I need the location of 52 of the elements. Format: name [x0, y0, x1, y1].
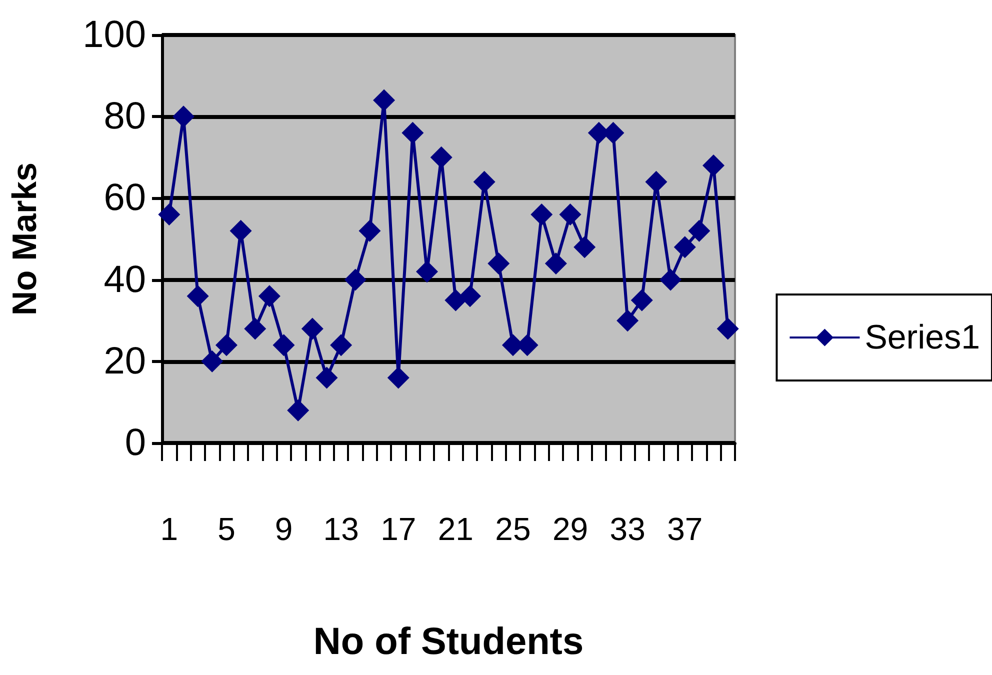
x-tick-label: 21 — [438, 511, 474, 547]
point — [258, 285, 280, 308]
point — [458, 285, 481, 308]
y-tick-label: 60 — [104, 177, 146, 220]
point — [616, 310, 639, 332]
point — [215, 334, 238, 356]
point — [244, 318, 266, 340]
y-tick-label: 20 — [104, 340, 146, 382]
point — [488, 252, 510, 274]
point — [430, 146, 452, 168]
point — [688, 220, 710, 242]
point — [574, 236, 596, 258]
x-tick-label: 1 — [160, 511, 178, 547]
point — [330, 334, 352, 356]
point — [387, 366, 410, 389]
point — [416, 260, 438, 283]
point — [660, 268, 682, 291]
x-tick-label: 37 — [667, 511, 703, 547]
x-tick-label: 33 — [610, 511, 646, 547]
x-tick-label: 17 — [380, 511, 416, 547]
point — [473, 170, 496, 193]
point — [716, 318, 739, 340]
point — [444, 289, 467, 312]
x-tick-label: 13 — [323, 511, 359, 547]
point — [702, 154, 725, 177]
y-axis-title: No Marks — [6, 162, 44, 316]
y-tick-label: 0 — [124, 422, 146, 464]
x-tick-label: 25 — [495, 511, 531, 547]
point — [402, 122, 424, 144]
point — [373, 89, 396, 112]
point — [358, 220, 381, 242]
x-tick-label: 29 — [552, 511, 588, 547]
point — [559, 204, 582, 226]
point — [344, 268, 366, 291]
x-axis-title: No of Students — [313, 621, 584, 663]
y-tick-label: 40 — [104, 258, 146, 301]
point — [316, 366, 338, 389]
legend-label: Series1 — [864, 318, 980, 356]
point — [186, 285, 209, 308]
point — [530, 204, 553, 226]
y-tick-label: 80 — [104, 96, 146, 138]
y-tick-label: 100 — [82, 14, 146, 56]
point — [674, 236, 696, 258]
point — [544, 252, 567, 274]
point — [630, 289, 653, 312]
point — [158, 204, 180, 226]
point — [301, 318, 324, 340]
x-tick-label: 5 — [218, 511, 236, 547]
point — [272, 334, 295, 356]
x-tick-label: 9 — [274, 511, 293, 547]
point — [287, 399, 310, 422]
point — [201, 350, 224, 372]
